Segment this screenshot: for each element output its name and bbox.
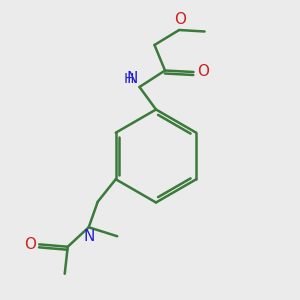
Text: N: N [84,229,95,244]
Text: O: O [197,64,209,80]
Text: N: N [127,70,138,86]
Text: O: O [174,12,186,27]
Text: H: H [124,71,134,85]
Text: O: O [24,237,36,252]
